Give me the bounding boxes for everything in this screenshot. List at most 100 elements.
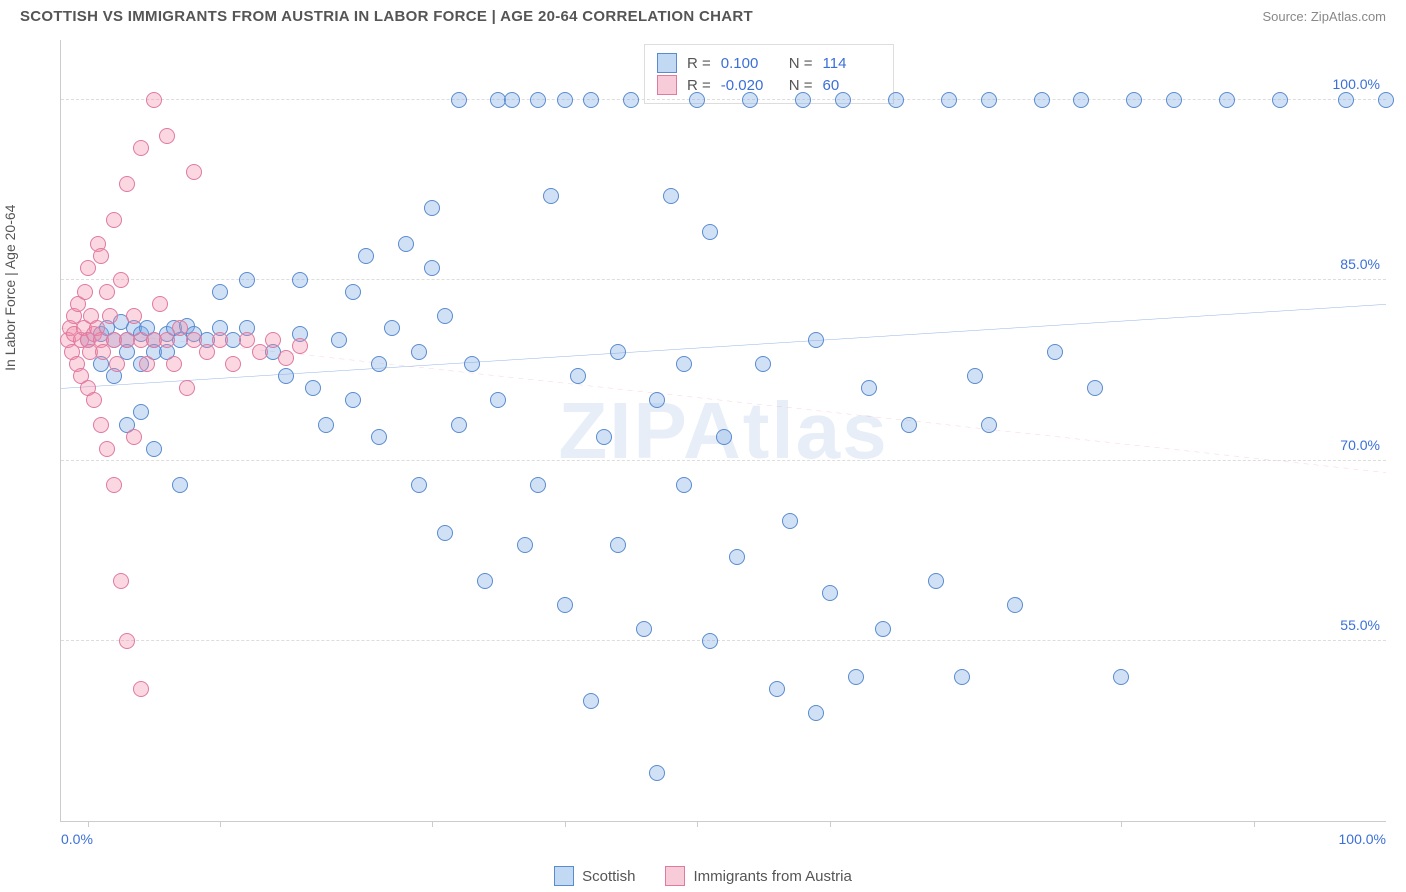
x-tick-min: 0.0%: [61, 831, 93, 847]
data-point: [77, 284, 93, 300]
n-value: 114: [823, 55, 881, 72]
data-point: [93, 248, 109, 264]
data-point: [278, 350, 294, 366]
data-point: [769, 681, 785, 697]
data-point: [119, 633, 135, 649]
data-point: [888, 92, 904, 108]
n-label: N =: [789, 55, 813, 72]
x-tick-mark: [1121, 821, 1122, 827]
data-point: [716, 429, 732, 445]
data-point: [1166, 92, 1182, 108]
legend-item: Immigrants from Austria: [665, 866, 851, 886]
data-point: [981, 417, 997, 433]
x-tick-mark: [1254, 821, 1255, 827]
data-point: [179, 380, 195, 396]
x-tick-mark: [565, 821, 566, 827]
y-tick-label: 85.0%: [1340, 256, 1380, 272]
data-point: [172, 477, 188, 493]
data-point: [159, 128, 175, 144]
data-point: [119, 176, 135, 192]
data-point: [676, 477, 692, 493]
data-point: [113, 272, 129, 288]
plot-area: ZIPAtlas R =0.100N =114R =-0.020N =60 0.…: [60, 40, 1386, 822]
source-label: Source: ZipAtlas.com: [1262, 9, 1386, 24]
grid-line: [61, 640, 1386, 641]
data-point: [795, 92, 811, 108]
data-point: [239, 332, 255, 348]
data-point: [239, 272, 255, 288]
data-point: [742, 92, 758, 108]
data-point: [1087, 380, 1103, 396]
data-point: [99, 284, 115, 300]
data-point: [464, 356, 480, 372]
legend-item: Scottish: [554, 866, 635, 886]
data-point: [106, 477, 122, 493]
data-point: [1219, 92, 1235, 108]
x-tick-mark: [220, 821, 221, 827]
data-point: [159, 332, 175, 348]
data-point: [411, 477, 427, 493]
data-point: [702, 224, 718, 240]
chart-title: SCOTTISH VS IMMIGRANTS FROM AUSTRIA IN L…: [20, 8, 753, 25]
data-point: [808, 332, 824, 348]
data-point: [139, 356, 155, 372]
data-point: [729, 549, 745, 565]
data-point: [557, 597, 573, 613]
grid-line: [61, 460, 1386, 461]
data-point: [186, 164, 202, 180]
x-tick-mark: [432, 821, 433, 827]
legend-row: R =0.100N =114: [657, 53, 881, 73]
n-label: N =: [789, 77, 813, 94]
data-point: [543, 188, 559, 204]
data-point: [424, 260, 440, 276]
x-tick-mark: [88, 821, 89, 827]
data-point: [755, 356, 771, 372]
data-point: [689, 92, 705, 108]
data-point: [99, 441, 115, 457]
data-point: [133, 404, 149, 420]
data-point: [1126, 92, 1142, 108]
data-point: [557, 92, 573, 108]
data-point: [782, 513, 798, 529]
x-tick-max: 100.0%: [1339, 831, 1386, 847]
legend-swatch: [665, 866, 685, 886]
data-point: [954, 669, 970, 685]
data-point: [93, 417, 109, 433]
data-point: [610, 537, 626, 553]
data-point: [570, 368, 586, 384]
data-point: [186, 332, 202, 348]
data-point: [172, 320, 188, 336]
data-point: [212, 332, 228, 348]
data-point: [225, 356, 241, 372]
data-point: [649, 765, 665, 781]
data-point: [1272, 92, 1288, 108]
data-point: [822, 585, 838, 601]
data-point: [583, 693, 599, 709]
data-point: [848, 669, 864, 685]
legend-swatch: [657, 75, 677, 95]
legend-label: Immigrants from Austria: [693, 868, 851, 885]
legend-swatch: [657, 53, 677, 73]
data-point: [530, 92, 546, 108]
data-point: [941, 92, 957, 108]
legend-swatch: [554, 866, 574, 886]
data-point: [676, 356, 692, 372]
data-point: [623, 92, 639, 108]
y-axis-label: In Labor Force | Age 20-64: [2, 205, 18, 371]
data-point: [358, 248, 374, 264]
x-tick-mark: [830, 821, 831, 827]
legend-label: Scottish: [582, 868, 635, 885]
data-point: [1378, 92, 1394, 108]
data-point: [371, 356, 387, 372]
data-point: [371, 429, 387, 445]
data-point: [437, 525, 453, 541]
data-point: [152, 296, 168, 312]
data-point: [109, 356, 125, 372]
x-tick-mark: [697, 821, 698, 827]
y-tick-label: 100.0%: [1333, 76, 1380, 92]
data-point: [252, 344, 268, 360]
chart-container: In Labor Force | Age 20-64 ZIPAtlas R =0…: [20, 40, 1386, 852]
data-point: [583, 92, 599, 108]
data-point: [126, 429, 142, 445]
legend-correlation: R =0.100N =114R =-0.020N =60: [644, 44, 894, 104]
